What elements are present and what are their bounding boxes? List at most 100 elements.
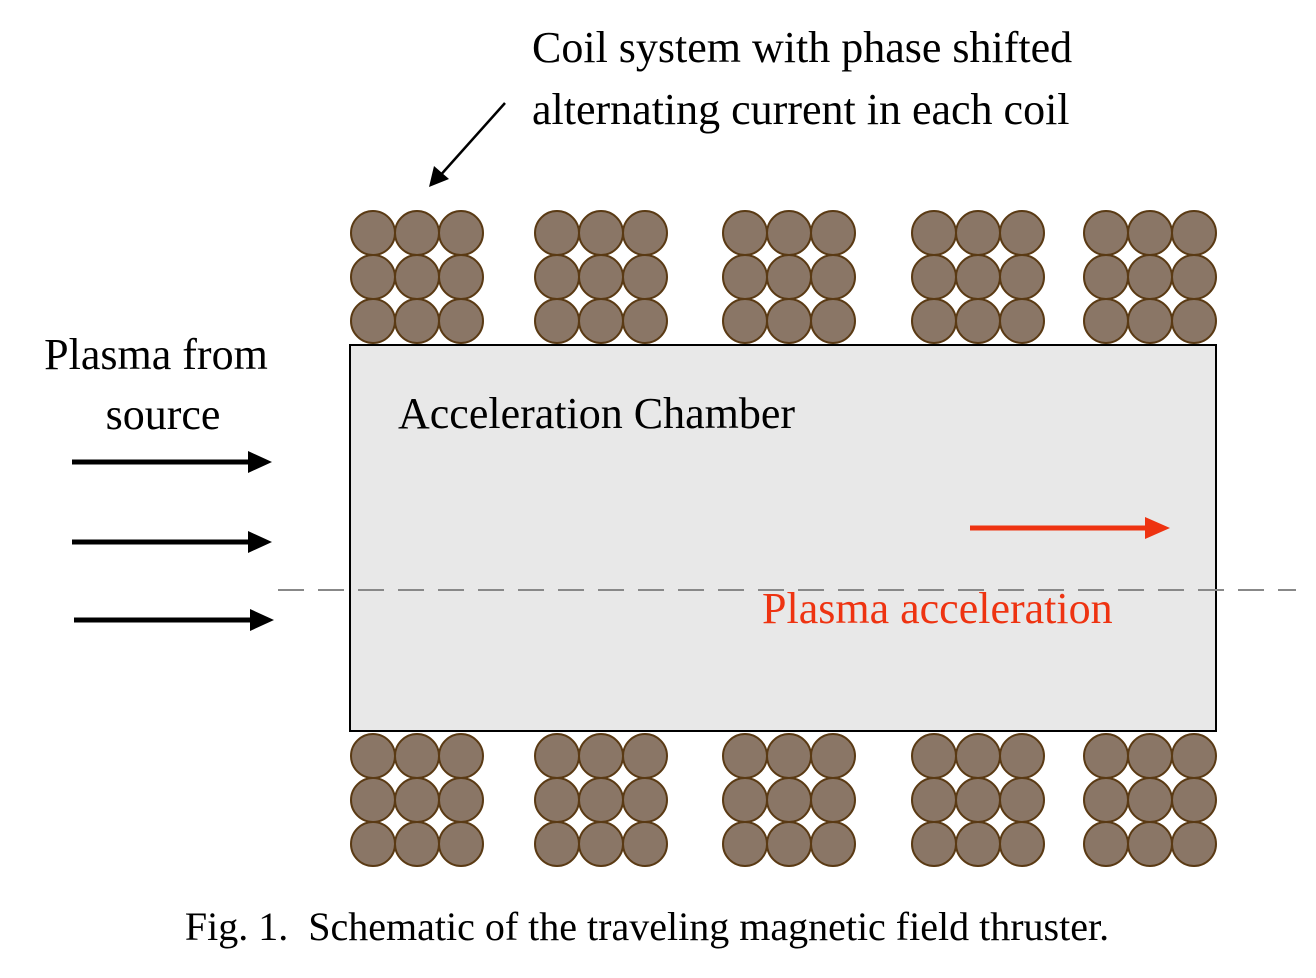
coil-turn: [1127, 777, 1173, 823]
coil-turn: [1171, 733, 1217, 779]
coil-turn: [766, 298, 812, 344]
coil-turn: [955, 777, 1001, 823]
coil-turn: [999, 210, 1045, 256]
coil-turn: [722, 777, 768, 823]
coil-turn: [622, 777, 668, 823]
coil-turn: [534, 777, 580, 823]
coil-turn: [1171, 298, 1217, 344]
coil-turn: [1127, 821, 1173, 867]
coil-turn: [999, 821, 1045, 867]
coil-turn: [955, 298, 1001, 344]
coil-turn: [911, 821, 957, 867]
coil-bundle-top-5: [1083, 210, 1217, 344]
coil-turn: [350, 298, 396, 344]
coil-turn: [578, 298, 624, 344]
inlet-arrow: [74, 609, 274, 631]
coil-turn: [911, 254, 957, 300]
figure-caption: Fig. 1. Schematic of the traveling magne…: [185, 904, 1109, 949]
coil-bundle-top-4: [911, 210, 1045, 344]
coil-turn: [394, 210, 440, 256]
coil-turn: [1127, 733, 1173, 779]
coil-turn: [911, 210, 957, 256]
coil-turn: [622, 821, 668, 867]
acceleration-arrow: [970, 517, 1170, 539]
coil-turn: [766, 210, 812, 256]
coil-turn: [394, 298, 440, 344]
coil-turn: [999, 298, 1045, 344]
coil-turn: [578, 733, 624, 779]
coil-turn: [1127, 298, 1173, 344]
coil-turn: [955, 210, 1001, 256]
coil-turn: [1083, 210, 1129, 256]
coil-turn: [394, 777, 440, 823]
coil-turn: [1127, 210, 1173, 256]
coil-turn: [1083, 777, 1129, 823]
coil-turn: [578, 254, 624, 300]
coil-turn: [350, 254, 396, 300]
coil-turn: [999, 254, 1045, 300]
coil-turn: [534, 733, 580, 779]
coil-turn: [766, 733, 812, 779]
coil-turn: [394, 733, 440, 779]
coil-turn: [810, 733, 856, 779]
coil-turn: [1083, 298, 1129, 344]
coil-bundle-top-1: [350, 210, 484, 344]
acceleration-label: Plasma acceleration: [762, 584, 1113, 633]
coil-turn: [766, 777, 812, 823]
coil-turn: [438, 733, 484, 779]
coil-turn: [438, 254, 484, 300]
coil-turn: [534, 254, 580, 300]
coil-turn: [1127, 254, 1173, 300]
inlet-label-line1: Plasma from: [44, 330, 268, 379]
coil-bundle-bottom-3: [722, 733, 856, 867]
coil-turn: [350, 733, 396, 779]
coil-turn: [534, 210, 580, 256]
coil-bundle-bottom-1: [350, 733, 484, 867]
coil-turn: [622, 254, 668, 300]
coil-turn: [1083, 254, 1129, 300]
coil-turn: [578, 821, 624, 867]
inlet-arrow: [72, 451, 272, 473]
coil-bundle-bottom-4: [911, 733, 1045, 867]
coil-turn: [1171, 777, 1217, 823]
coil-annotation-line1: Coil system with phase shifted: [532, 23, 1072, 72]
coil-turn: [911, 298, 957, 344]
coil-turn: [1171, 254, 1217, 300]
coil-turn: [911, 733, 957, 779]
coil-bundle-bottom-5: [1083, 733, 1217, 867]
coil-annotation-line2: alternating current in each coil: [532, 85, 1070, 134]
coil-turn: [722, 733, 768, 779]
coil-turn: [722, 210, 768, 256]
coil-turn: [394, 254, 440, 300]
coil-turn: [810, 821, 856, 867]
coil-turn: [810, 254, 856, 300]
inlet-arrow: [72, 531, 272, 553]
coil-turn: [350, 777, 396, 823]
coil-turn: [955, 821, 1001, 867]
coil-turn: [438, 777, 484, 823]
coil-bundle-top-2: [534, 210, 668, 344]
coil-turn: [810, 777, 856, 823]
coil-turn: [438, 821, 484, 867]
coil-turn: [1171, 210, 1217, 256]
coil-turn: [438, 298, 484, 344]
annotation-arrow: [429, 102, 506, 187]
coil-turn: [534, 821, 580, 867]
coil-turn: [810, 298, 856, 344]
coil-turn: [622, 210, 668, 256]
coil-turn: [1083, 821, 1129, 867]
coil-turn: [350, 821, 396, 867]
acceleration-chamber: [349, 344, 1217, 732]
coil-row-top: [350, 210, 1217, 344]
coil-turn: [955, 733, 1001, 779]
coil-turn: [1083, 733, 1129, 779]
coil-turn: [622, 298, 668, 344]
coil-turn: [766, 254, 812, 300]
coil-bundle-bottom-2: [534, 733, 668, 867]
coil-turn: [911, 777, 957, 823]
chamber-label: Acceleration Chamber: [398, 389, 795, 438]
coil-turn: [722, 298, 768, 344]
coil-turn: [578, 210, 624, 256]
coil-turn: [622, 733, 668, 779]
